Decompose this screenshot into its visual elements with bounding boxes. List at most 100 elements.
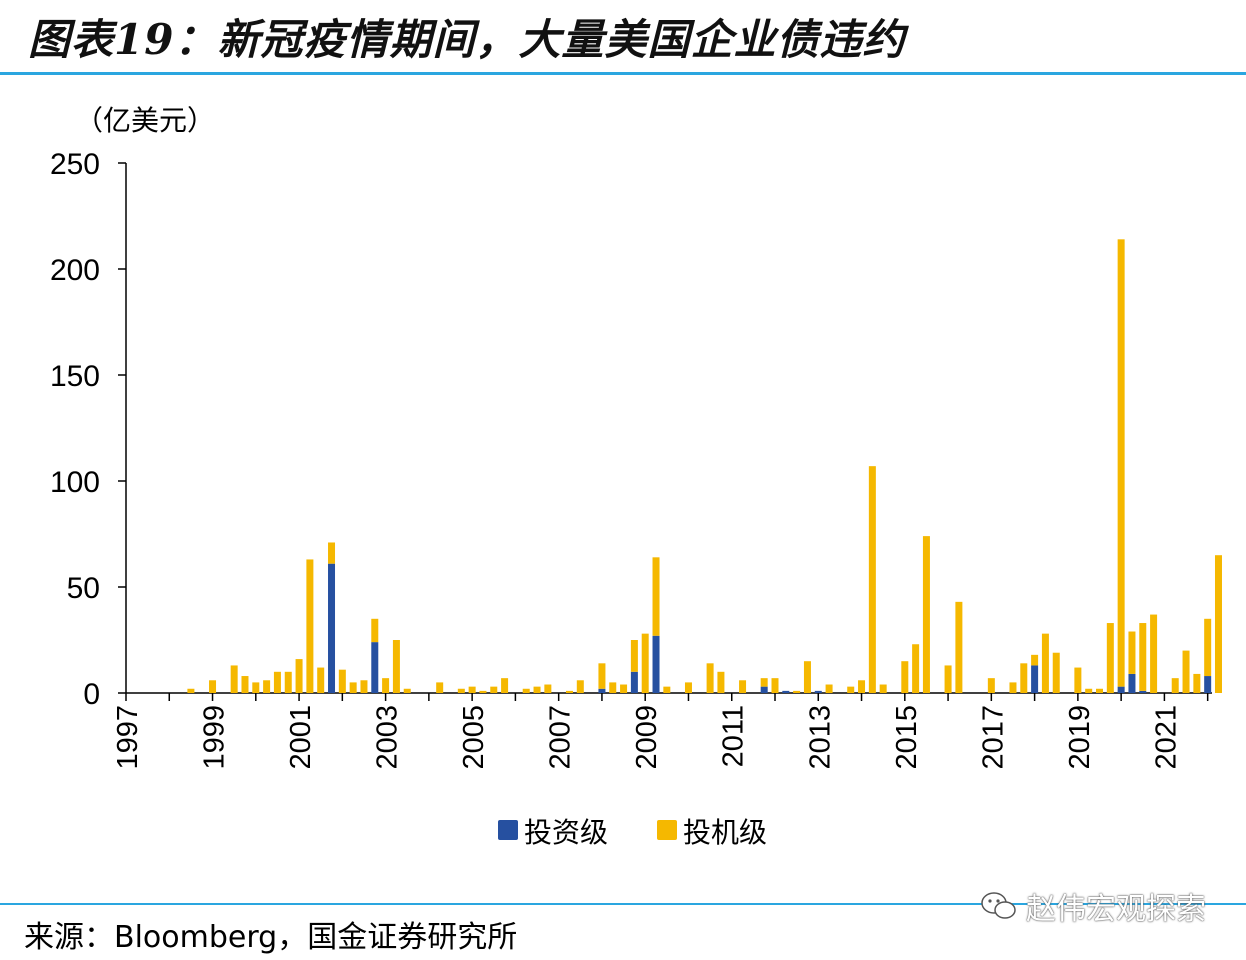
bar-speculative-grade bbox=[349, 682, 357, 693]
legend-investment-grade-swatch bbox=[498, 820, 518, 840]
bar-speculative-grade bbox=[187, 688, 195, 693]
y-tick-label: 100 bbox=[50, 466, 100, 499]
bar-speculative-grade bbox=[1009, 682, 1017, 693]
bar-speculative-grade bbox=[922, 536, 930, 693]
bar-speculative-grade bbox=[1074, 667, 1082, 693]
bar-speculative-grade bbox=[901, 661, 909, 693]
legend-speculative-grade-label: 投机级 bbox=[683, 816, 767, 849]
bar-speculative-grade bbox=[295, 659, 303, 693]
legend: 投资级 投机级 bbox=[498, 816, 767, 849]
bar-investment-grade bbox=[1031, 665, 1039, 693]
bar-speculative-grade bbox=[1117, 239, 1125, 687]
bar-chart: （亿美元） 0 50 100 150 200 250 1997 1999 2001 2003 20… bbox=[50, 104, 1222, 849]
bar-speculative-grade bbox=[955, 601, 963, 693]
bars-group bbox=[187, 239, 1222, 693]
bar-investment-grade bbox=[630, 671, 638, 693]
bar-investment-grade bbox=[1117, 686, 1125, 693]
bar-speculative-grade bbox=[825, 684, 833, 693]
bar-speculative-grade bbox=[652, 557, 660, 636]
x-tick-label: 1999 bbox=[199, 705, 231, 770]
bar-speculative-grade bbox=[598, 663, 606, 689]
bar-speculative-grade bbox=[912, 644, 920, 693]
bar-speculative-grade bbox=[1182, 650, 1190, 693]
source-note: 来源：Bloomberg，国金证券研究所 bbox=[24, 920, 518, 955]
bar-speculative-grade bbox=[241, 676, 249, 693]
bar-investment-grade bbox=[814, 690, 822, 693]
legend-investment-grade-label: 投资级 bbox=[524, 816, 608, 849]
x-tick-label: 1997 bbox=[112, 705, 144, 770]
bar-speculative-grade bbox=[717, 671, 725, 693]
bar-speculative-grade bbox=[338, 669, 346, 693]
bar-speculative-grade bbox=[317, 667, 325, 693]
x-tick-label: 2019 bbox=[1064, 705, 1096, 770]
y-tick-label: 0 bbox=[83, 678, 100, 711]
bar-speculative-grade bbox=[803, 661, 811, 693]
source-divider bbox=[0, 903, 1246, 905]
x-tick-label: 2021 bbox=[1150, 705, 1182, 770]
bar-speculative-grade bbox=[987, 678, 995, 693]
y-tick-label: 50 bbox=[67, 572, 100, 605]
bar-speculative-grade bbox=[1139, 623, 1147, 691]
bar-speculative-grade bbox=[565, 690, 573, 693]
bar-speculative-grade bbox=[1150, 614, 1158, 693]
y-axis: 0 50 100 150 200 250 bbox=[50, 148, 127, 711]
y-tick-label: 250 bbox=[50, 148, 100, 181]
bar-speculative-grade bbox=[630, 640, 638, 672]
bar-speculative-grade bbox=[620, 684, 628, 693]
bar-speculative-grade bbox=[1214, 555, 1222, 693]
bar-speculative-grade bbox=[706, 663, 714, 693]
bar-speculative-grade bbox=[739, 680, 747, 693]
bar-speculative-grade bbox=[847, 686, 855, 693]
x-tick-label: 2011 bbox=[718, 705, 750, 767]
bar-speculative-grade bbox=[1171, 678, 1179, 693]
bar-speculative-grade bbox=[1031, 654, 1039, 666]
bar-investment-grade bbox=[760, 686, 768, 693]
bar-speculative-grade bbox=[403, 688, 411, 693]
bar-speculative-grade bbox=[858, 680, 866, 693]
watermark-text: 赵伟宏观探索 bbox=[1026, 892, 1206, 927]
x-tick-label: 2007 bbox=[545, 705, 577, 770]
bar-speculative-grade bbox=[684, 682, 692, 693]
watermark: 赵伟宏观探索 bbox=[980, 884, 1206, 928]
bar-speculative-grade bbox=[793, 690, 801, 693]
bar-speculative-grade bbox=[944, 665, 952, 693]
x-tick-label: 2005 bbox=[458, 705, 490, 770]
bar-speculative-grade bbox=[468, 686, 476, 693]
x-axis: 1997 1999 2001 2003 2005 2007 2009 2011 2013 2015… bbox=[112, 692, 1212, 770]
chart-title: 图表19：新冠疫情期间，大量美国企业债违约 bbox=[28, 15, 906, 64]
bar-speculative-grade bbox=[544, 684, 552, 693]
bar-speculative-grade bbox=[522, 688, 530, 693]
bar-speculative-grade bbox=[1204, 618, 1212, 677]
bar-speculative-grade bbox=[868, 466, 876, 693]
y-tick-label: 150 bbox=[50, 360, 100, 393]
bar-speculative-grade bbox=[533, 686, 541, 693]
bar-speculative-grade bbox=[576, 680, 584, 693]
y-tick-label: 200 bbox=[50, 254, 100, 287]
bar-speculative-grade bbox=[879, 684, 887, 693]
bar-speculative-grade bbox=[501, 678, 509, 693]
bar-investment-grade bbox=[1128, 673, 1136, 693]
bar-speculative-grade bbox=[382, 678, 390, 693]
bar-investment-grade bbox=[598, 688, 606, 693]
bar-speculative-grade bbox=[360, 680, 368, 693]
bar-speculative-grade bbox=[273, 671, 281, 693]
x-tick-label: 2009 bbox=[631, 705, 663, 770]
bar-speculative-grade bbox=[263, 680, 271, 693]
bar-investment-grade bbox=[371, 642, 379, 693]
bar-speculative-grade bbox=[490, 686, 498, 693]
bar-speculative-grade bbox=[1052, 652, 1060, 693]
bar-speculative-grade bbox=[209, 680, 217, 693]
bar-investment-grade bbox=[652, 635, 660, 693]
bar-speculative-grade bbox=[641, 633, 649, 693]
bar-speculative-grade bbox=[663, 686, 671, 693]
bar-speculative-grade bbox=[609, 682, 617, 693]
x-tick-label: 2003 bbox=[372, 705, 404, 770]
bar-speculative-grade bbox=[1085, 688, 1093, 693]
x-tick-label: 2017 bbox=[977, 705, 1009, 770]
bar-investment-grade bbox=[1139, 690, 1147, 693]
title-divider bbox=[0, 72, 1246, 75]
x-tick-label: 2001 bbox=[285, 705, 317, 770]
wechat-icon bbox=[981, 892, 1016, 919]
bar-speculative-grade bbox=[371, 618, 379, 643]
bar-speculative-grade bbox=[306, 559, 314, 693]
